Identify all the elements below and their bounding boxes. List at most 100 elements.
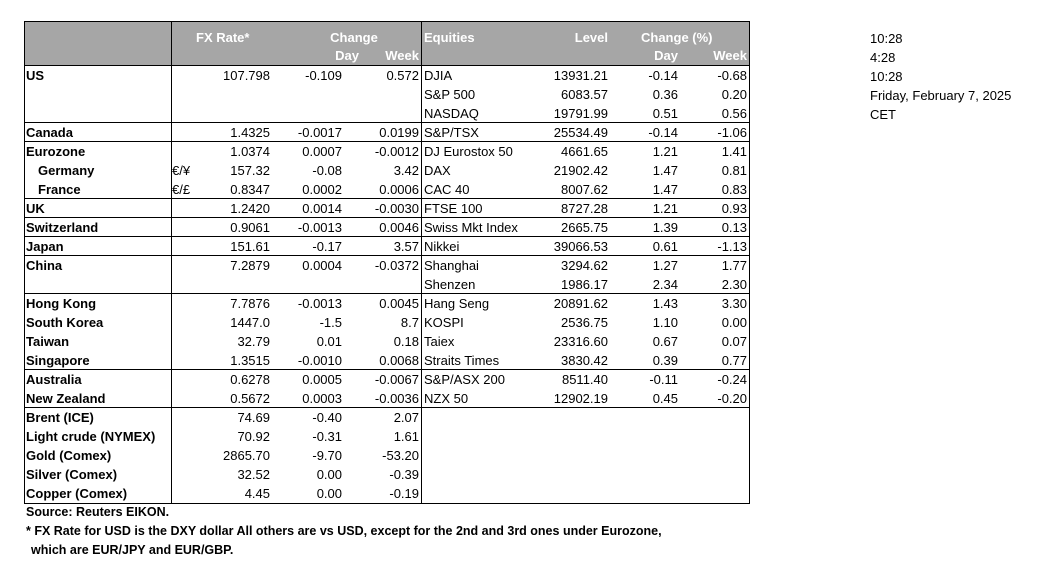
equity-day-change: -0.11 [649,372,678,387]
fx-week-change: -0.0012 [374,144,419,159]
fx-group-divider [24,369,422,370]
fx-rate: 1.0374 [230,144,270,159]
equity-week-change: -1.06 [717,125,747,140]
fx-name: Gold (Comex) [26,448,112,463]
fx-name: Taiwan [26,334,70,349]
fx-name-column-divider [171,21,172,504]
fx-name: New Zealand [26,391,106,406]
fx-day-change: 0.0003 [302,391,342,406]
fx-day-change: -9.70 [312,448,342,463]
fx-rate-header: FX Rate* [196,30,250,45]
equity-week-change: -0.20 [717,391,747,406]
fx-week-change: 0.18 [393,334,419,349]
fx-rate [194,275,270,294]
fx-group-divider [24,198,422,199]
side-info-line: 4:28 [870,50,896,65]
fx-day-change: -0.08 [312,163,342,178]
fx-day-change [274,104,342,123]
fx-group-divider [24,122,422,123]
equity-name: Nikkei [424,239,460,254]
equity-level: 3830.42 [561,353,608,368]
equity-level: 2665.75 [561,220,608,235]
equity-day-change: 1.47 [652,163,678,178]
fx-day-change [274,275,342,294]
equity-name: S&P/TSX [424,125,479,140]
equity-week-change: 1.41 [721,144,747,159]
source-note: Source: Reuters EIKON. [26,505,170,519]
equity-name: Taiex [424,334,455,349]
fx-rate: 2865.70 [223,448,270,463]
equity-day-change: 0.39 [652,353,678,368]
fx-day-change: 0.0014 [302,201,342,216]
equity-week-change: 0.93 [721,201,747,216]
footnote-line-2: which are EUR/JPY and EUR/GBP. [31,543,234,557]
fx-day-change: -0.0013 [297,296,342,311]
equity-day-change: 1.27 [652,258,678,273]
fx-rate: 1.3515 [230,353,270,368]
equity-level: 19791.99 [553,106,608,121]
fx-day-change: 0.01 [316,334,342,349]
equity-week-change: 0.13 [721,220,747,235]
fx-name: Australia [26,372,82,387]
equity-group-divider [421,122,750,123]
fx-name: Singapore [26,353,90,368]
fx-name: Brent (ICE) [26,410,94,425]
equity-name: NZX 50 [424,391,469,406]
equity-name: DAX [424,163,451,178]
table-border-bottom [24,503,750,504]
equity-group-divider [421,369,750,370]
fx-name: Copper (Comex) [26,486,128,501]
equity-level: 12902.19 [553,391,608,406]
equity-day-change: 0.67 [652,334,678,349]
fx-group-divider [24,407,422,408]
level-header: Level [574,30,608,45]
equity-level: 1986.17 [561,277,608,292]
fx-week-change: 3.42 [393,163,419,178]
table-border-right [749,21,750,504]
fx-day-change: 0.0005 [302,372,342,387]
fx-group-divider [24,236,422,237]
fx-rate: 0.5672 [230,391,270,406]
equity-name: Swiss Mkt Index [424,220,518,235]
equity-week-change: 0.07 [721,334,747,349]
equity-name: Hang Seng [424,296,490,311]
fx-week-change [344,104,419,123]
footnote-line-1: * FX Rate for USD is the DXY dollar All … [26,524,662,538]
fx-rate: 1.2420 [230,201,270,216]
side-info-line: 10:28 [870,31,903,46]
equity-group-divider [421,141,750,142]
table-header [24,21,750,65]
fx-rate: 32.52 [237,467,270,482]
equity-group-divider [421,198,750,199]
fx-week-change: 0.0046 [379,220,419,235]
fx-rate: 157.32 [230,163,270,178]
equity-week-change: 0.00 [721,315,747,330]
fx-rate [194,104,270,123]
equity-day-change: 1.21 [652,201,678,216]
fx-rate: 1447.0 [230,315,270,330]
change-header: Change [330,30,378,45]
fx-pair-symbol: €/¥ [172,163,191,178]
equity-level: 25534.49 [553,125,608,140]
fx-pair-symbol: €/£ [172,182,191,197]
fx-day-change: 0.0002 [302,182,342,197]
table-border-left [24,21,25,504]
fx-name: Germany [38,163,95,178]
equities-header: Equities [424,30,475,45]
side-info-line: Friday, February 7, 2025 [870,88,1012,103]
equity-name: S&P 500 [424,87,476,102]
day-header: Day [335,48,359,63]
equity-week-change: 0.56 [721,106,747,121]
equity-week-change: -0.68 [717,68,747,83]
fx-rate: 0.6278 [230,372,270,387]
equity-day-change: 1.10 [652,315,678,330]
fx-name: Silver (Comex) [26,467,118,482]
equity-name: FTSE 100 [424,201,483,216]
fx-day-change: 0.0007 [302,144,342,159]
side-info-line: CET [870,107,896,122]
markets-table: FX Rate* Change Day Week Equities Level … [24,21,750,504]
fx-day-change: -0.40 [312,410,342,425]
fx-name: China [26,258,63,273]
fx-week-change: 0.0006 [379,182,419,197]
fx-name: Light crude (NYMEX) [26,429,156,444]
